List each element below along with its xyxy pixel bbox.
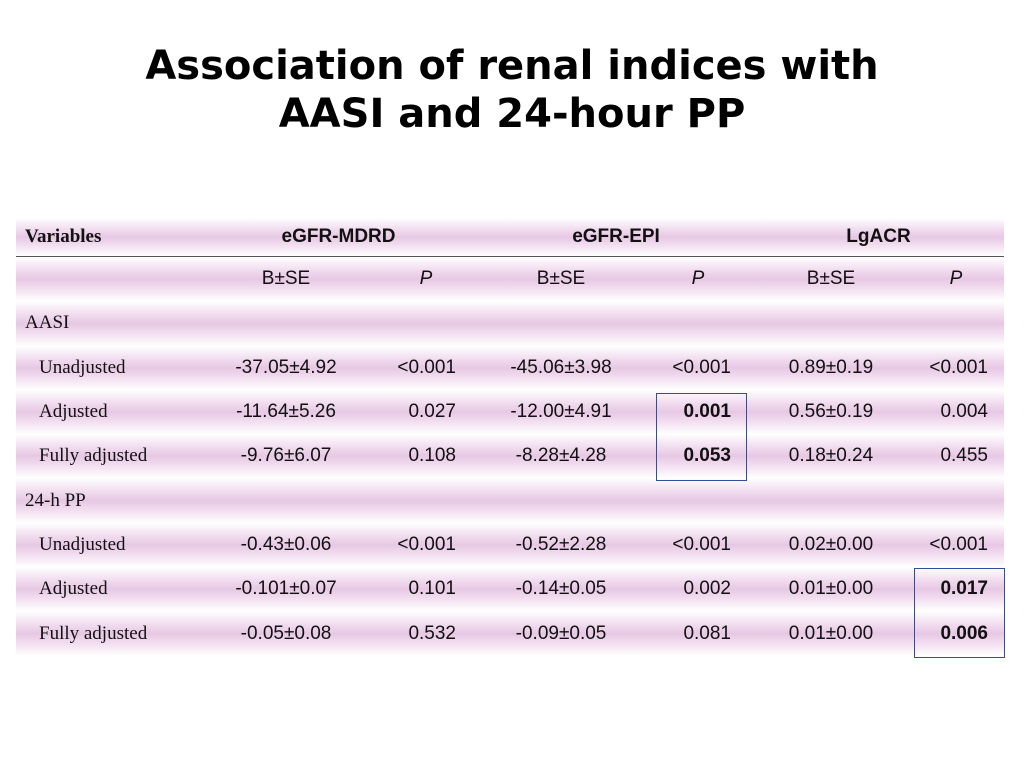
subheader-b-se-mdrd: B±SE: [261, 268, 311, 290]
cell-mdrd-p: 0.027: [408, 401, 456, 423]
cell-lgacr-p: <0.001: [929, 533, 988, 555]
row-label: Adjusted: [39, 578, 108, 600]
header-lgacr: LgACR: [846, 226, 911, 247]
title-line-2: AASI and 24-hour PP: [278, 91, 746, 137]
section-label: 24-h PP: [25, 489, 86, 511]
cell-epi-p: 0.053: [683, 445, 731, 467]
highlight-box-epi-p: [656, 393, 747, 481]
row-label: Adjusted: [39, 401, 108, 423]
cell-epi-p: <0.001: [672, 533, 731, 555]
cell-mdrd-p: 0.101: [408, 578, 456, 600]
header-variables: Variables: [25, 226, 102, 247]
subheader-b-se-epi: B±SE: [536, 268, 586, 290]
cell-epi-b-se: -0.09±0.05: [515, 622, 607, 644]
cell-lgacr-p: 0.455: [940, 445, 988, 467]
row-label: Unadjusted: [39, 533, 126, 555]
cell-lgacr-b-se: 0.89±0.19: [788, 356, 874, 378]
row-label: Unadjusted: [39, 356, 126, 378]
row-label: Fully adjusted: [39, 622, 148, 644]
row-label: Fully adjusted: [39, 445, 148, 467]
header-egfr-epi: eGFR-EPI: [572, 226, 660, 247]
section-label: AASI: [25, 312, 70, 334]
subheader-b-se-lgacr: B±SE: [806, 268, 856, 290]
section-row-24h-pp: 24-h PP: [16, 478, 1004, 523]
cell-epi-b-se: -45.06±3.98: [510, 356, 612, 378]
table-row: Unadjusted -0.43±0.06 <0.001 -0.52±2.28 …: [16, 522, 1004, 568]
cell-epi-p: 0.081: [683, 622, 731, 644]
subheader-p-lgacr: P: [949, 268, 963, 290]
cell-mdrd-b-se: -0.43±0.06: [240, 533, 332, 555]
cell-lgacr-p: 0.017: [940, 578, 988, 600]
table-row: Adjusted -0.101±0.07 0.101 -0.14±0.05 0.…: [16, 567, 1004, 612]
cell-lgacr-p: <0.001: [929, 356, 988, 378]
table-row: Adjusted -11.64±5.26 0.027 -12.00±4.91 0…: [16, 389, 1004, 435]
cell-lgacr-b-se: 0.01±0.00: [788, 578, 874, 600]
cell-mdrd-b-se: -11.64±5.26: [236, 401, 336, 423]
cell-lgacr-b-se: 0.56±0.19: [788, 401, 874, 423]
table-row: Fully adjusted -0.05±0.08 0.532 -0.09±0.…: [16, 611, 1004, 656]
cell-epi-p: 0.002: [683, 578, 731, 600]
cell-mdrd-b-se: -37.05±4.92: [235, 356, 337, 378]
cell-lgacr-p: 0.006: [940, 622, 988, 644]
results-table: Variables eGFR-MDRD eGFR-EPI LgACR B±SE …: [16, 218, 1004, 656]
cell-mdrd-b-se: -0.05±0.08: [240, 622, 332, 644]
cell-epi-b-se: -8.28±4.28: [515, 445, 607, 467]
cell-epi-b-se: -0.14±0.05: [515, 578, 607, 600]
table-row: Fully adjusted -9.76±6.07 0.108 -8.28±4.…: [16, 434, 1004, 479]
cell-epi-p: 0.001: [683, 401, 731, 423]
cell-lgacr-b-se: 0.02±0.00: [788, 533, 874, 555]
slide-title: Association of renal indices with AASI a…: [0, 42, 1024, 138]
cell-epi-b-se: -12.00±4.91: [510, 401, 612, 423]
cell-epi-b-se: -0.52±2.28: [515, 533, 607, 555]
section-row-aasi: AASI: [16, 301, 1004, 346]
cell-mdrd-p: <0.001: [397, 533, 456, 555]
cell-mdrd-p: 0.532: [408, 622, 456, 644]
table-subheader-row: B±SE P B±SE P B±SE P: [16, 257, 1004, 302]
cell-lgacr-b-se: 0.18±0.24: [788, 445, 874, 467]
subheader-p-mdrd: P: [419, 268, 433, 290]
table-header-row: Variables eGFR-MDRD eGFR-EPI LgACR: [16, 218, 1004, 257]
cell-mdrd-p: <0.001: [397, 356, 456, 378]
cell-mdrd-b-se: -9.76±6.07: [240, 445, 332, 467]
cell-lgacr-p: 0.004: [940, 401, 988, 423]
table-row: Unadjusted -37.05±4.92 <0.001 -45.06±3.9…: [16, 345, 1004, 390]
title-line-1: Association of renal indices with: [145, 43, 879, 89]
cell-epi-p: <0.001: [672, 356, 731, 378]
subheader-p-epi: P: [691, 268, 705, 290]
highlight-box-lgacr-p: [914, 568, 1005, 658]
cell-mdrd-b-se: -0.101±0.07: [235, 578, 337, 600]
cell-lgacr-b-se: 0.01±0.00: [788, 622, 874, 644]
cell-mdrd-p: 0.108: [408, 445, 456, 467]
header-egfr-mdrd: eGFR-MDRD: [281, 226, 396, 247]
